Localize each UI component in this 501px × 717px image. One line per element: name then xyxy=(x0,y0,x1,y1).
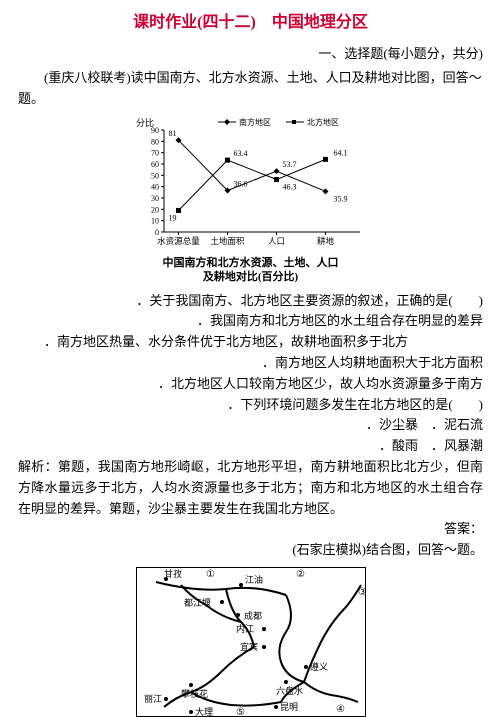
svg-text:80: 80 xyxy=(151,137,159,146)
svg-text:30: 30 xyxy=(151,194,159,203)
caption-line2: 及耕地对比(百分比) xyxy=(203,271,298,283)
q2-optA: ．沙尘暴 xyxy=(366,417,431,432)
caption-line1: 中国南方和北方水资源、土地、人口 xyxy=(163,257,339,269)
chart-caption: 中国南方和北方水资源、土地、人口 及耕地对比(百分比) xyxy=(18,256,483,285)
svg-text:都江堰: 都江堰 xyxy=(184,598,211,608)
svg-text:昆明: 昆明 xyxy=(280,702,298,712)
map-container: 甘孜江油都江堰成都内江宜宾遵义六盘水 攀枝花丽江大理 昆明 ① ② ③ ④ ⑤ xyxy=(18,567,483,717)
q2-optD: ．风暴潮 xyxy=(431,438,483,453)
analysis-paragraph: 解析：第题，我国南方地形崎岖，北方地形平坦，南方耕地面积比北方少，但南方降水量远… xyxy=(18,457,483,519)
svg-text:70: 70 xyxy=(151,149,159,158)
svg-text:攀枝花: 攀枝花 xyxy=(181,688,208,699)
svg-text:⑤: ⑤ xyxy=(236,707,245,717)
svg-text:①: ① xyxy=(206,569,215,580)
q2-optC: ．酸雨 xyxy=(379,438,431,453)
svg-text:10: 10 xyxy=(151,217,159,226)
svg-text:63.4: 63.4 xyxy=(233,149,247,158)
svg-text:南方地区: 南方地区 xyxy=(239,117,271,127)
svg-text:90: 90 xyxy=(151,126,159,135)
svg-text:64.1: 64.1 xyxy=(333,148,347,157)
q1-optB: ．南方地区热量、水分条件优于北方地区，故耕地面积多于北方 xyxy=(18,332,483,353)
svg-text:35.9: 35.9 xyxy=(333,194,347,203)
svg-text:六盘水: 六盘水 xyxy=(276,685,303,696)
q1-optA: ．我国南方和北方地区的水土组合存在明显的差异 xyxy=(18,311,483,332)
svg-text:53.7: 53.7 xyxy=(282,160,296,169)
title-suffix: 中国地理分区 xyxy=(272,14,368,31)
svg-text:人口: 人口 xyxy=(267,236,284,246)
next-intro: (石家庄模拟)结合图，回答～题。 xyxy=(18,540,483,561)
svg-text:丽江: 丽江 xyxy=(143,694,161,704)
svg-text:19: 19 xyxy=(168,213,176,222)
answer-label: 答案： xyxy=(18,519,483,540)
intro-paragraph: (重庆八校联考)读中国南方、北方水资源、土地、人口及耕地对比图，回答～题。 xyxy=(18,68,483,110)
q2-optB: ．泥石流 xyxy=(431,417,483,432)
svg-text:40: 40 xyxy=(151,183,159,192)
svg-text:④: ④ xyxy=(336,704,345,715)
svg-text:46.3: 46.3 xyxy=(282,183,296,192)
svg-text:②: ② xyxy=(296,569,305,580)
svg-text:60: 60 xyxy=(151,160,159,169)
svg-text:遵义: 遵义 xyxy=(310,661,328,672)
svg-text:大理: 大理 xyxy=(195,706,213,717)
svg-text:水资源总量: 水资源总量 xyxy=(157,236,200,246)
q2-optCD: ．酸雨 ．风暴潮 xyxy=(18,436,483,457)
svg-text:土地面积: 土地面积 xyxy=(210,236,245,246)
svg-text:甘孜: 甘孜 xyxy=(164,568,182,579)
section-header: 一、选择题(每小题分，共分) xyxy=(18,44,483,65)
q1-optD: ．北方地区人口较南方地区少，故人均水资源量多于南方 xyxy=(18,374,483,395)
svg-text:耕地: 耕地 xyxy=(316,236,334,246)
svg-text:81: 81 xyxy=(168,129,176,138)
svg-text:③: ③ xyxy=(358,587,366,598)
svg-text:成都: 成都 xyxy=(244,610,262,621)
svg-text:36.6: 36.6 xyxy=(233,180,247,189)
region-map: 甘孜江油都江堰成都内江宜宾遵义六盘水 攀枝花丽江大理 昆明 ① ② ③ ④ ⑤ xyxy=(136,567,366,717)
title-prefix: 课时作业(四十二) xyxy=(133,14,272,31)
svg-text:宜宾: 宜宾 xyxy=(240,641,258,652)
q2-stem: ．下列环境问题多发生在北方地区的是( ) xyxy=(18,395,483,416)
q1-optC: ．南方地区人均耕地面积大于北方面积 xyxy=(18,353,483,374)
q1-stem: ．关于我国南方、北方地区主要资源的叙述，正确的是( ) xyxy=(18,291,483,312)
page-title: 课时作业(四十二) 中国地理分区 xyxy=(18,10,483,36)
svg-text:20: 20 xyxy=(151,205,159,214)
svg-text:50: 50 xyxy=(151,171,159,180)
comparison-chart: 百分比0102030405060708090水资源总量土地面积人口耕地南方地区北… xyxy=(136,114,366,254)
q2-optAB: ．沙尘暴 ．泥石流 xyxy=(18,415,483,436)
chart-container: 百分比0102030405060708090水资源总量土地面积人口耕地南方地区北… xyxy=(18,114,483,254)
svg-text:江油: 江油 xyxy=(245,574,263,585)
svg-text:北方地区: 北方地区 xyxy=(307,117,339,127)
svg-text:内江: 内江 xyxy=(236,623,254,634)
